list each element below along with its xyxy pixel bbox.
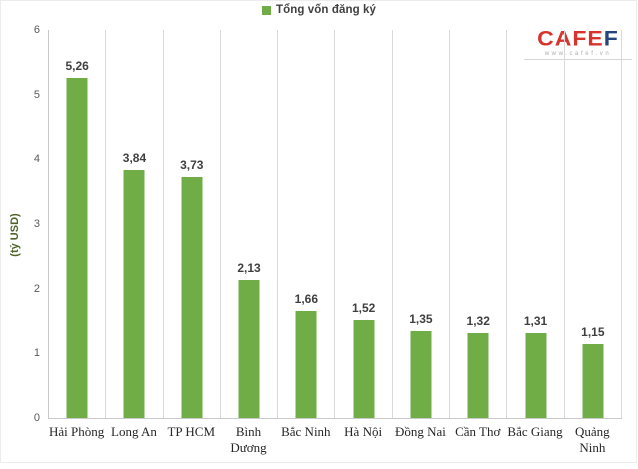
x-axis-category-text: Bình Dương (230, 424, 267, 456)
x-axis-category-text: Bắc Ninh (281, 424, 331, 439)
y-tick-label: 0 (33, 412, 40, 424)
category-cell: 3,84 (106, 30, 164, 418)
bar-value-label: 1,15 (581, 324, 605, 339)
category-cell: 2,13 (221, 30, 279, 418)
x-axis-category-label: Hải Phòng (48, 424, 105, 457)
plot-area: 5,26 3,84 3,73 2,13 1,66 1,52 1,35 1,32 1,31 1,15 (48, 30, 622, 419)
bar (410, 330, 432, 418)
x-axis-labels: Hải Phòng Long An TP HCM Bình Dương Bắc Ninh… (48, 424, 621, 457)
x-axis-category-text: Đồng Nai (394, 424, 446, 439)
category-cell: 1,32 (450, 30, 508, 418)
x-axis-category-text: TP HCM (167, 424, 216, 439)
x-axis-category-text: Hà Nội (344, 424, 383, 439)
bar-value-label: 2,13 (237, 261, 261, 276)
bar-value-label: 1,52 (351, 300, 376, 315)
bar (238, 280, 260, 418)
bar (467, 332, 489, 418)
bar (181, 176, 203, 418)
cafef-logo-text-blue: F (603, 26, 619, 50)
x-axis-category-label: Đồng Nai (392, 424, 449, 457)
x-axis-category-text: Quảng Ninh (574, 424, 610, 456)
category-cell: 1,66 (278, 30, 336, 418)
y-tick-label: 6 (33, 24, 40, 36)
cafef-logo-wordmark: CAFEF (524, 26, 632, 50)
category-cell: 5,26 (49, 30, 107, 418)
x-axis-category-label: Long An (105, 424, 162, 457)
category-cell: 1,52 (335, 30, 393, 418)
x-axis-category-label: Cần Thơ (449, 424, 506, 457)
y-tick-label: 4 (33, 153, 40, 166)
bar-value-label: 1,31 (523, 314, 548, 329)
category-cell: 3,73 (164, 30, 221, 418)
x-axis-category-label: Quảng Ninh (564, 424, 621, 457)
bar (66, 77, 88, 418)
bar (353, 319, 375, 418)
bar-value-label: 5,26 (65, 58, 89, 73)
bar-value-label: 1,32 (466, 313, 490, 328)
legend-swatch-icon (262, 5, 271, 15)
bar (525, 333, 547, 418)
x-axis-category-text: Bắc Giang (507, 424, 563, 439)
chart-legend: Tổng vốn đăng ký (0, 4, 638, 16)
cafef-logo: CAFEF www.cafef.vn (524, 27, 632, 60)
x-axis-category-label: Bắc Giang (506, 424, 563, 457)
cafef-logo-text-red: CAFE (537, 26, 604, 50)
category-cell: 1,31 (507, 30, 565, 418)
y-tick-label: 1 (33, 347, 40, 360)
bar (295, 310, 317, 418)
x-axis-category-label: Hà Nội (334, 424, 391, 457)
x-axis-category-label: TP HCM (163, 424, 220, 457)
y-tick-label: 2 (33, 282, 40, 295)
bar-value-label: 3,73 (180, 157, 204, 172)
x-axis-category-text: Long An (111, 424, 157, 439)
cafef-logo-url: www.cafef.vn (544, 51, 612, 57)
y-tick-label: 5 (33, 88, 40, 101)
bar-value-label: 3,84 (122, 150, 147, 165)
category-cell: 1,35 (393, 30, 451, 418)
legend-label: Tổng vốn đăng ký (276, 4, 376, 16)
bar (123, 169, 145, 418)
x-axis-category-text: Hải Phòng (49, 424, 105, 439)
category-cell: 1,15 (565, 30, 622, 418)
x-axis-category-label: Bình Dương (220, 424, 277, 457)
y-axis-ticks: 0 1 2 3 4 5 6 (0, 25, 40, 424)
x-axis-category-text: Cần Thơ (455, 424, 501, 439)
bar (582, 343, 604, 418)
y-tick-label: 3 (33, 218, 40, 230)
bar-value-label: 1,66 (294, 291, 319, 306)
x-axis-category-label: Bắc Ninh (277, 424, 334, 457)
bar-value-label: 1,35 (409, 311, 433, 326)
